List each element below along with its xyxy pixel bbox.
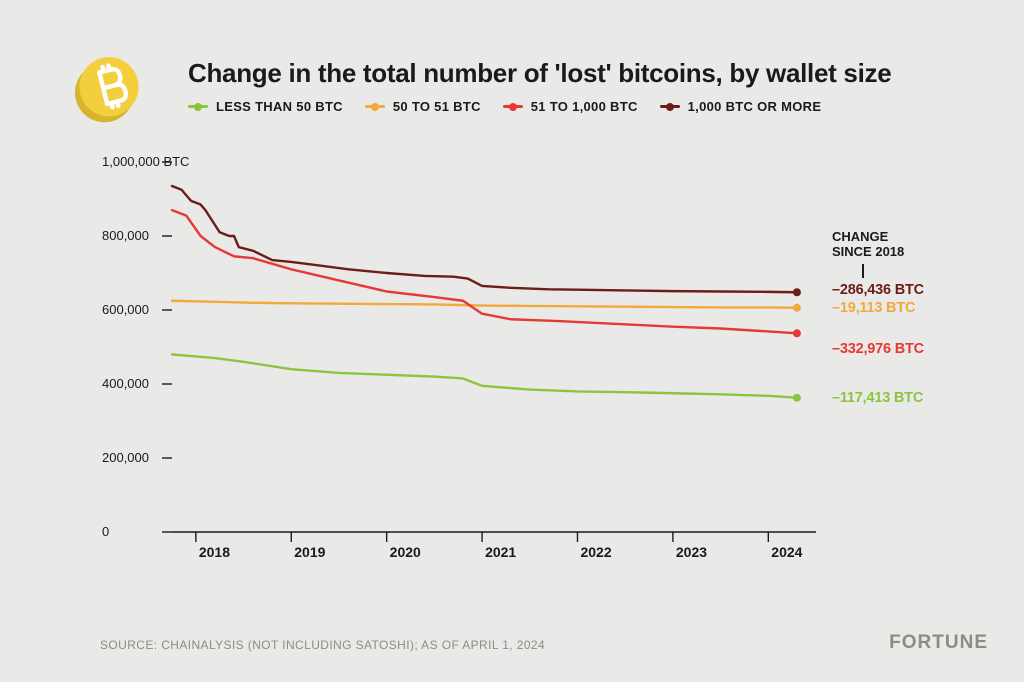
svg-text:400,000: 400,000 (102, 376, 149, 391)
end-label-50-to-51: –19,113 BTC (832, 300, 915, 316)
svg-text:2022: 2022 (580, 544, 611, 560)
svg-text:2024: 2024 (771, 544, 802, 560)
end-label-less-than-50: –117,413 BTC (832, 390, 923, 406)
legend-item: LESS THAN 50 BTC (188, 99, 343, 114)
legend-swatch (503, 105, 523, 108)
brand-logo: FORTUNE (889, 632, 988, 654)
svg-text:0: 0 (102, 524, 109, 539)
end-label-51-to-1000: –332,976 BTC (832, 341, 924, 357)
svg-text:2020: 2020 (390, 544, 421, 560)
legend-label: LESS THAN 50 BTC (216, 99, 343, 114)
bitcoin-icon (72, 52, 146, 126)
svg-text:2021: 2021 (485, 544, 516, 560)
end-labels: CHANGE SINCE 2018 –117,413 BTC –19,113 BT… (832, 152, 1002, 567)
legend-item: 50 TO 51 BTC (365, 99, 481, 114)
change-header-line1: CHANGE (832, 229, 888, 244)
legend-label: 1,000 BTC OR MORE (688, 99, 822, 114)
legend: LESS THAN 50 BTC 50 TO 51 BTC 51 TO 1,000 … (188, 99, 821, 114)
svg-text:2019: 2019 (294, 544, 325, 560)
svg-text:2023: 2023 (676, 544, 707, 560)
legend-item: 1,000 BTC OR MORE (660, 99, 822, 114)
change-since-header: CHANGE SINCE 2018 (832, 230, 904, 260)
end-label-1000-or-more: –286,436 BTC (832, 282, 924, 298)
source-text: SOURCE: CHAINALYSIS (NOT INCLUDING SATOS… (100, 638, 545, 652)
svg-text:800,000: 800,000 (102, 228, 149, 243)
chart-canvas: Change in the total number of 'lost' bit… (0, 0, 1024, 682)
svg-text:200,000: 200,000 (102, 450, 149, 465)
svg-text:2018: 2018 (199, 544, 230, 560)
chart-title: Change in the total number of 'lost' bit… (188, 58, 891, 89)
line-chart: 0 200,000 400,000 600,000 800,000 1,000,000 B… (100, 152, 820, 567)
legend-label: 50 TO 51 BTC (393, 99, 481, 114)
svg-text:600,000: 600,000 (102, 302, 149, 317)
legend-item: 51 TO 1,000 BTC (503, 99, 638, 114)
legend-swatch (188, 105, 208, 108)
change-header-line2: SINCE 2018 (832, 244, 904, 259)
legend-label: 51 TO 1,000 BTC (531, 99, 638, 114)
header-tick (862, 264, 864, 278)
legend-swatch (365, 105, 385, 108)
legend-swatch (660, 105, 680, 108)
svg-text:1,000,000 BTC: 1,000,000 BTC (102, 154, 189, 169)
